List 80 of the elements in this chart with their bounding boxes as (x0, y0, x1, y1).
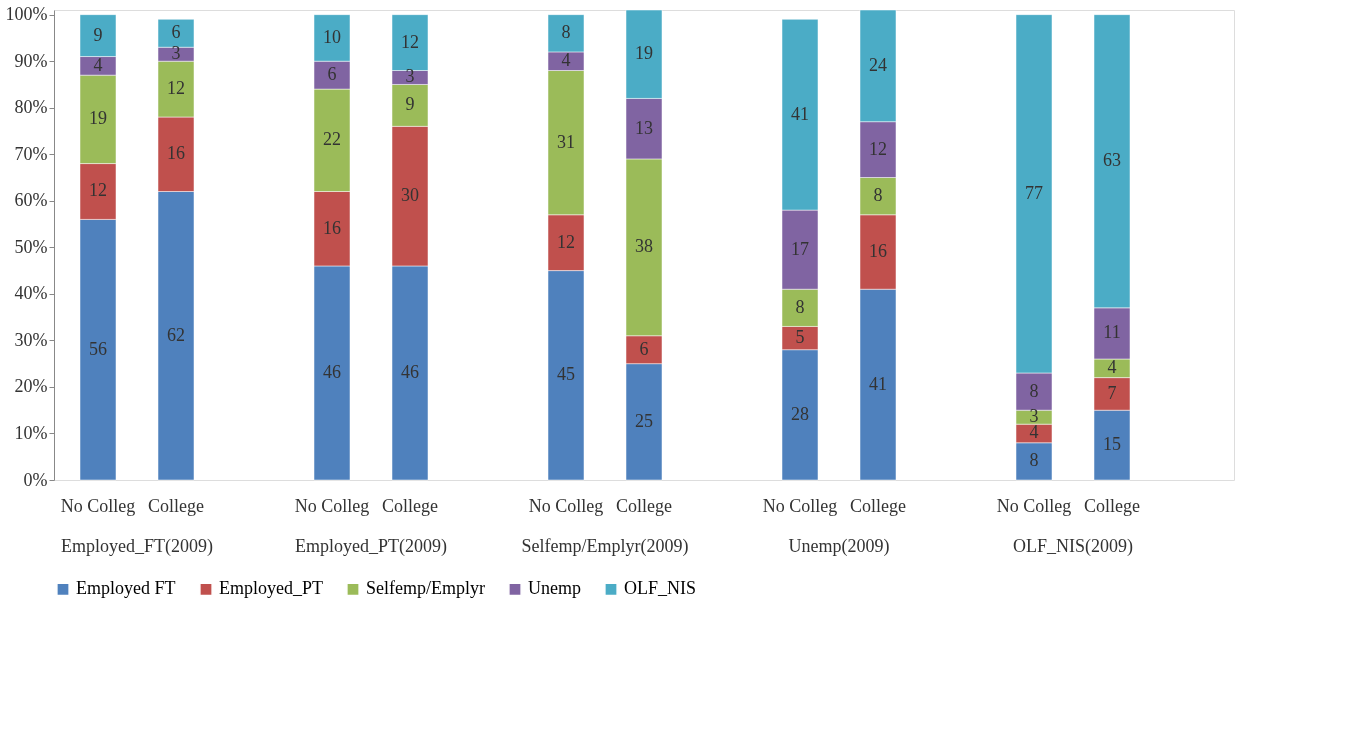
data-label: 13 (635, 117, 653, 138)
data-label: 3 (171, 43, 181, 64)
data-label: 12 (869, 138, 887, 159)
data-label: 6 (639, 338, 649, 359)
data-label: 19 (635, 43, 653, 64)
data-label: 16 (869, 240, 887, 261)
y-tick-label: 0% (23, 469, 48, 490)
data-label: 8 (1029, 450, 1039, 471)
data-label: 77 (1025, 182, 1043, 203)
y-tick-label: 100% (5, 4, 48, 25)
data-label: 3 (405, 66, 415, 87)
data-label: 7 (1107, 382, 1117, 403)
x-tick-label: College (850, 496, 906, 516)
data-label: 22 (323, 129, 341, 150)
data-label: 8 (873, 185, 883, 206)
legend-label: Unemp (528, 578, 581, 599)
legend-label: Selfemp/Emplyr (366, 578, 485, 599)
x-tick-label: No Colleg (996, 496, 1072, 516)
data-label: 30 (401, 185, 419, 206)
data-label: 12 (167, 78, 185, 99)
x-tick-label: No Colleg (762, 496, 838, 516)
legend-label: Employed FT (76, 578, 176, 599)
y-tick-label: 10% (14, 422, 48, 443)
data-label: 63 (1103, 150, 1121, 171)
y-tick-label: 60% (14, 190, 48, 211)
data-label: 4 (1029, 422, 1039, 443)
y-tick-label: 50% (14, 236, 48, 257)
data-label: 45 (557, 364, 575, 385)
data-label: 46 (401, 361, 419, 382)
text: Unemp(2009) (788, 536, 890, 557)
x-tick-label: No Colleg (60, 496, 136, 516)
data-label: 56 (89, 338, 107, 359)
data-label: 24 (869, 54, 887, 75)
text: Selfemp/Emplyr(2009) (521, 536, 689, 557)
data-label: 9 (405, 94, 415, 115)
data-label: 8 (561, 22, 571, 43)
x-tick-label: College (148, 496, 204, 516)
data-label: 11 (1103, 322, 1121, 343)
x-tick-label: No Colleg (294, 496, 370, 516)
x-tick-label: College (616, 496, 672, 516)
data-label: 8 (795, 296, 805, 317)
data-label: 4 (93, 54, 103, 75)
data-label: 19 (89, 108, 107, 129)
data-label: 15 (1103, 434, 1121, 455)
data-label: 62 (167, 324, 185, 345)
data-label: 4 (1107, 357, 1117, 378)
data-label: 12 (557, 231, 575, 252)
y-tick-label: 20% (14, 376, 48, 397)
y-tick-label: 40% (14, 283, 48, 304)
data-label: 6 (327, 64, 337, 85)
data-label: 46 (323, 361, 341, 382)
data-label: 16 (323, 217, 341, 238)
legend-label: Employed_PT (219, 578, 323, 599)
y-tick-label: 30% (14, 329, 48, 350)
data-label: 31 (557, 131, 575, 152)
data-label: 38 (635, 236, 653, 257)
text: Employed_PT(2009) (295, 536, 447, 557)
y-tick-label: 80% (14, 97, 48, 118)
data-label: 16 (167, 143, 185, 164)
data-label: 41 (791, 103, 809, 124)
data-label: 25 (635, 410, 653, 431)
y-tick-label: 90% (14, 50, 48, 71)
data-label: 12 (401, 31, 419, 52)
data-label: 28 (791, 403, 809, 424)
text: OLF_NIS(2009) (1013, 536, 1133, 557)
data-label: 17 (791, 238, 809, 259)
data-label: 10 (323, 26, 341, 47)
data-label: 5 (795, 327, 805, 348)
data-label: 9 (93, 24, 103, 45)
data-label: 4 (561, 50, 571, 71)
data-label: 8 (1029, 380, 1039, 401)
data-label: 6 (171, 22, 181, 43)
legend-label: OLF_NIS (624, 578, 697, 599)
data-label: 12 (89, 180, 107, 201)
x-tick-label: College (1084, 496, 1140, 516)
data-label: 41 (869, 373, 887, 394)
x-tick-label: College (382, 496, 438, 516)
text: Employed_FT(2009) (61, 536, 213, 557)
y-tick-label: 70% (14, 143, 48, 164)
x-tick-label: No Colleg (528, 496, 604, 516)
